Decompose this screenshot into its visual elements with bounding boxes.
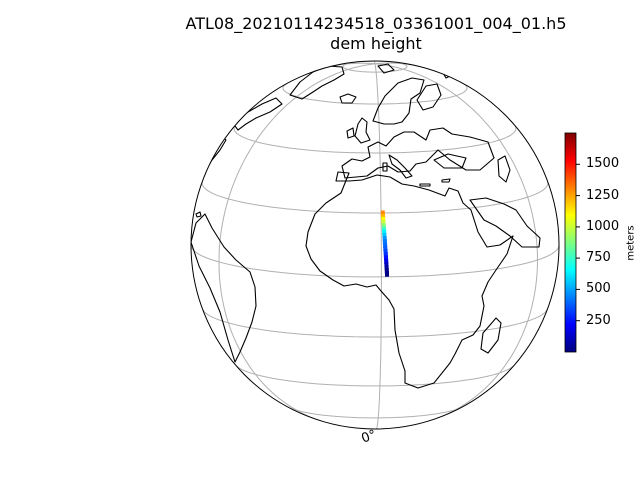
satellite-track [380, 210, 389, 277]
coastline-south-america [191, 213, 257, 363]
coastline-madagascar [480, 317, 502, 354]
colorbar-tick-label: 1500 [586, 156, 620, 172]
track-point [384, 261, 389, 268]
coastline-finland [416, 83, 442, 111]
parallel-line [282, 82, 468, 105]
coastline-crete [419, 183, 431, 187]
track-point [383, 248, 388, 255]
coastline-sardinia [382, 162, 388, 172]
colorbar-tick-label: 500 [586, 281, 611, 297]
track-point [384, 255, 388, 261]
coastline-cyprus [441, 178, 451, 183]
coastline-north-america-east [231, 97, 283, 131]
colorbar-tick-label: 1250 [586, 187, 620, 203]
track-point [381, 213, 386, 220]
coastline-ireland [346, 127, 355, 139]
parallel-line [202, 308, 548, 338]
meridian-line [374, 63, 539, 420]
map-title-filename: ATL08_20210114234518_03361001_004_01.h5 [185, 14, 567, 33]
parallel-line [233, 124, 517, 154]
colorbar-tick-label: 750 [586, 250, 611, 266]
parallel-line [191, 245, 559, 278]
track-point [384, 268, 389, 274]
track-point [381, 220, 386, 226]
track-point [383, 252, 388, 258]
coastline-italy [388, 154, 413, 179]
coastlines [191, 63, 541, 389]
coastline-north-america-coast [199, 133, 227, 171]
colorbar-label: meters [625, 225, 637, 261]
track-point [383, 242, 388, 248]
coastline-great-britain [354, 117, 371, 144]
coastline-arabia [469, 197, 541, 248]
coastline-caspian [497, 155, 511, 183]
coastline-caribbean [195, 211, 202, 218]
colorbar-ticks [576, 163, 580, 322]
parallel-line [236, 365, 515, 387]
coastline-black-sea [433, 153, 467, 169]
colorbar [564, 132, 580, 353]
parallel-line [201, 181, 549, 214]
colorbar-tick-label: 250 [586, 312, 611, 328]
meridian-line [374, 63, 382, 429]
colorbar-tick-label: 1000 [586, 218, 620, 234]
map-title-variable: dem height [330, 34, 422, 53]
meridian-line [319, 62, 376, 71]
coastline-africa [305, 171, 514, 389]
track-point [382, 236, 387, 242]
colorbar-fill [564, 132, 577, 353]
track-point [382, 229, 387, 236]
coastline-novaya-zemlya [439, 63, 459, 79]
coastline-scandinavia [372, 77, 425, 125]
track-point [383, 245, 388, 252]
track-point [384, 264, 389, 271]
coastline-iceland [339, 93, 357, 104]
track-point [382, 239, 387, 245]
track-point [382, 226, 386, 232]
track-point [381, 216, 386, 223]
coastline-europe [341, 127, 495, 179]
track-point [381, 223, 386, 229]
meridian-line [218, 63, 376, 422]
track-point [380, 210, 385, 216]
track-point [384, 258, 389, 264]
coastline-svalbard [377, 63, 395, 74]
parallel-line [288, 406, 463, 419]
globe-outline [190, 60, 560, 430]
track-point [385, 271, 389, 277]
track-point [382, 232, 387, 239]
coastline-greenland [289, 65, 345, 100]
